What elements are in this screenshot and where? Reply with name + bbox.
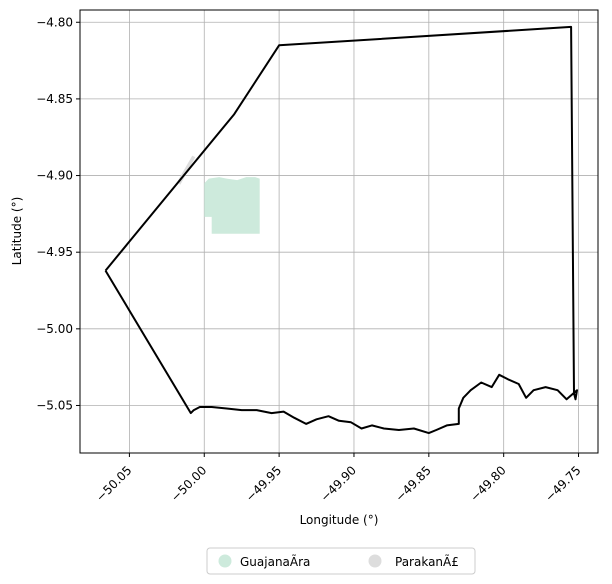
legend: GuajanaÃ­ra ParakanÃ£ bbox=[206, 547, 476, 575]
legend-label-parakana: ParakanÃ£ bbox=[395, 554, 459, 569]
legend-label-guajanaira: GuajanaÃ­ra bbox=[240, 554, 310, 569]
y-tick-label: −4.95 bbox=[36, 245, 73, 259]
area-polygon-0 bbox=[204, 177, 260, 234]
legend-box bbox=[206, 547, 476, 575]
x-axis-label: Longitude (°) bbox=[300, 513, 379, 527]
y-axis-label: Latitude (°) bbox=[10, 197, 24, 266]
legend-marker-parakana bbox=[368, 554, 382, 568]
y-tick-label: −4.80 bbox=[36, 15, 73, 29]
y-axis-ticks: −4.80 −4.85 −4.90 −4.95 −5.00 −5.05 bbox=[36, 15, 80, 412]
y-tick-label: −5.00 bbox=[36, 322, 73, 336]
y-tick-label: −4.85 bbox=[36, 92, 73, 106]
grid bbox=[80, 10, 598, 453]
plot-frame bbox=[79, 9, 599, 454]
legend-marker-guajanaira bbox=[218, 554, 232, 568]
boundary-outline bbox=[104, 25, 578, 435]
y-tick-label: −5.05 bbox=[36, 398, 73, 412]
y-tick-label: −4.90 bbox=[36, 169, 73, 183]
outline-path bbox=[104, 25, 578, 435]
